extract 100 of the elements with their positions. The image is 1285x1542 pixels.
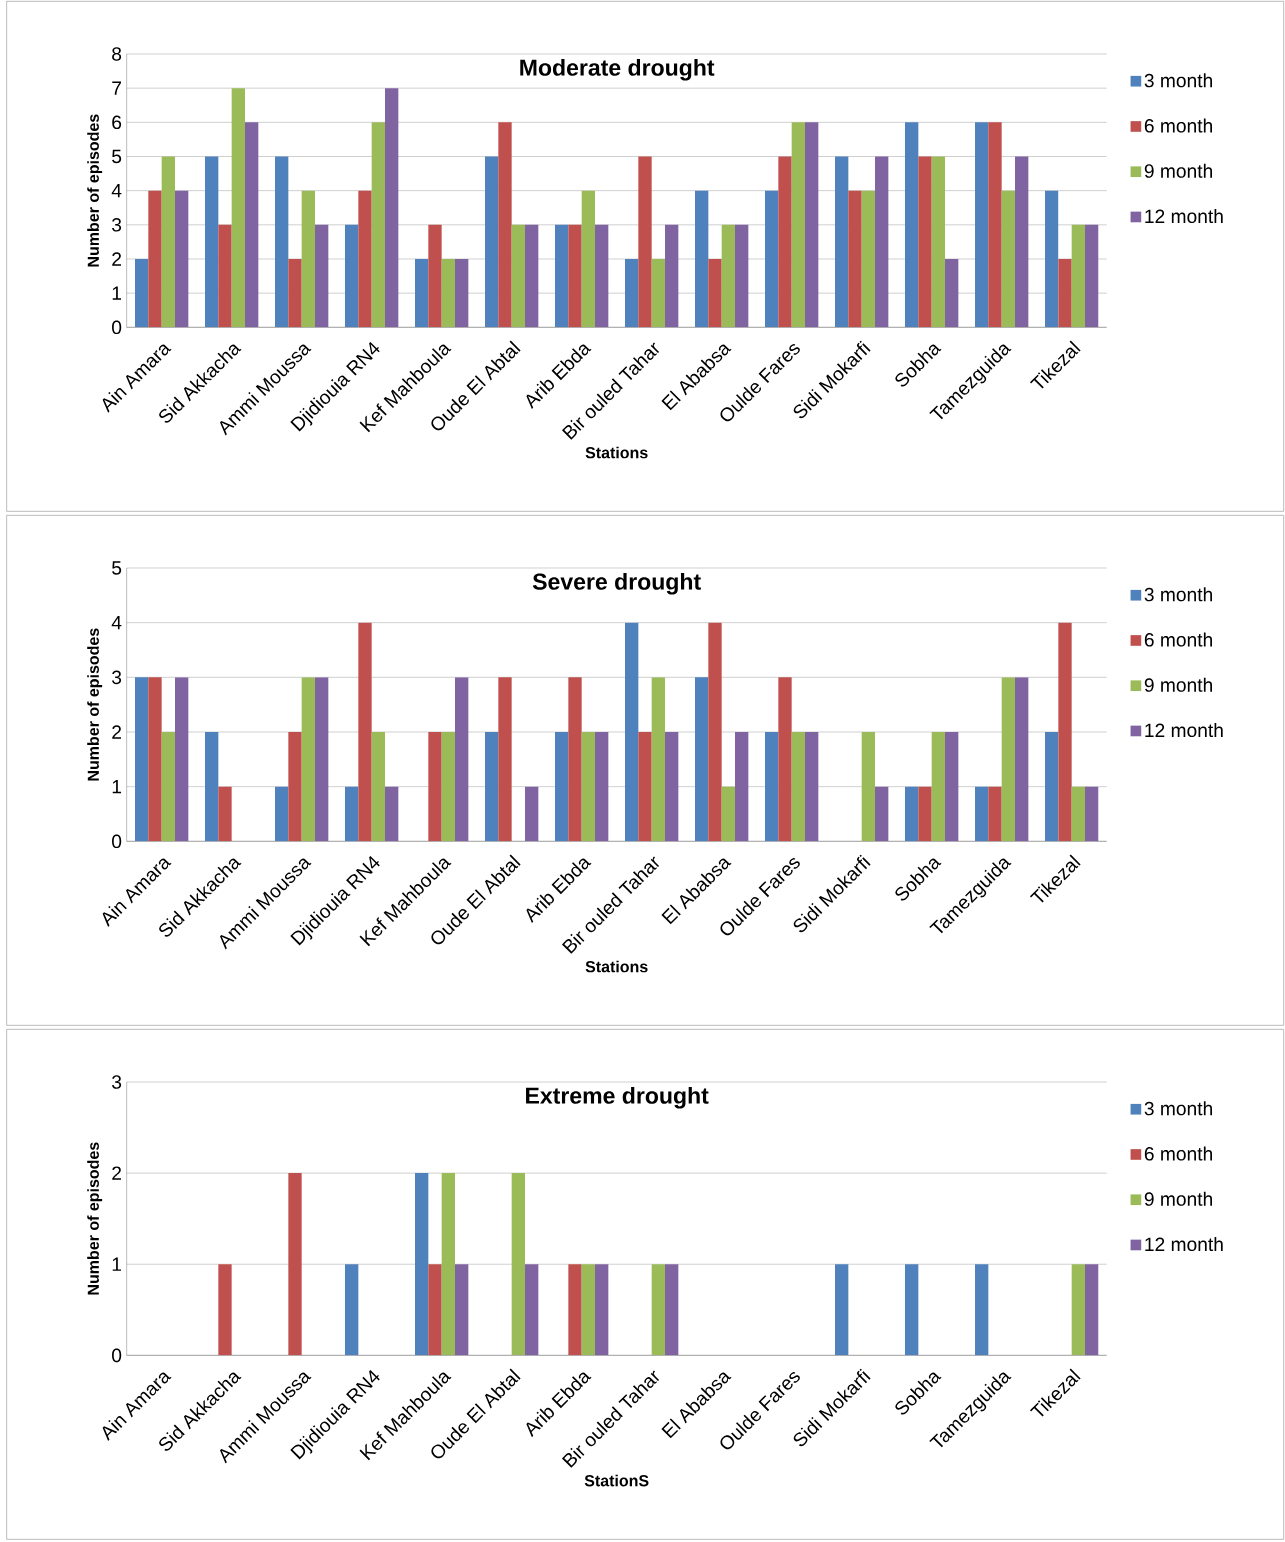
bar xyxy=(498,122,512,328)
bar xyxy=(708,258,722,328)
bar xyxy=(945,258,959,328)
legend-label: 12 month xyxy=(1145,1237,1223,1252)
bar xyxy=(695,190,709,328)
bar xyxy=(1015,156,1029,328)
y-tick-label: 7 xyxy=(112,81,121,95)
bar xyxy=(358,190,372,328)
legend-label: 3 month xyxy=(1144,587,1212,602)
y-tick-label: 0 xyxy=(112,320,122,335)
bar xyxy=(1085,224,1099,328)
y-tick-label: 1 xyxy=(112,780,122,794)
bar xyxy=(931,156,946,328)
y-tick-label: 6 xyxy=(112,115,122,130)
bar xyxy=(485,156,499,328)
bar xyxy=(581,731,596,842)
bar xyxy=(625,622,639,842)
bar xyxy=(205,156,219,328)
bar xyxy=(455,258,469,328)
bar xyxy=(428,731,442,842)
bar xyxy=(371,122,386,328)
legend-label: 6 month xyxy=(1144,118,1212,133)
bar xyxy=(665,731,679,842)
y-tick-label: 2 xyxy=(112,725,121,739)
bar xyxy=(708,622,722,842)
bar xyxy=(1071,224,1086,328)
bar xyxy=(805,122,819,328)
legend-label: 9 month xyxy=(1144,1191,1212,1206)
bar xyxy=(665,224,679,328)
bar xyxy=(161,731,175,842)
bar xyxy=(511,224,526,328)
bar xyxy=(638,156,652,328)
bar xyxy=(861,731,876,842)
legend-label: 12 month xyxy=(1145,209,1223,224)
x-axis-title: StationS xyxy=(584,1474,649,1487)
bar xyxy=(861,190,876,328)
legend-label: 9 month xyxy=(1144,677,1212,692)
bar xyxy=(1045,190,1059,328)
bar xyxy=(581,190,596,328)
bar xyxy=(765,731,779,842)
bar xyxy=(148,190,162,328)
bar xyxy=(1045,731,1059,842)
x-axis-title: Stations xyxy=(585,446,648,459)
y-tick-label: 3 xyxy=(112,670,122,685)
bar xyxy=(625,258,639,328)
bar xyxy=(905,786,919,842)
bar xyxy=(315,677,329,842)
bar xyxy=(301,677,315,842)
bar xyxy=(371,731,386,842)
bar xyxy=(595,224,609,328)
y-tick-label: 0 xyxy=(112,1348,122,1363)
bar xyxy=(735,731,749,842)
bar xyxy=(525,224,539,328)
bar xyxy=(525,786,539,842)
y-tick-label: 5 xyxy=(112,149,122,164)
bar xyxy=(735,224,749,328)
bar xyxy=(175,190,189,328)
bar xyxy=(275,156,289,328)
bar xyxy=(651,677,666,842)
bar xyxy=(288,258,302,328)
bar xyxy=(205,731,219,842)
bar xyxy=(275,786,289,842)
bar xyxy=(231,88,245,328)
bar xyxy=(695,677,709,842)
bar xyxy=(1085,786,1099,842)
bar xyxy=(301,190,315,328)
y-tick-label: 2 xyxy=(112,252,121,266)
bar xyxy=(135,258,149,328)
bar xyxy=(988,786,1002,842)
bar xyxy=(441,258,456,328)
bar xyxy=(595,731,609,842)
bar xyxy=(918,786,932,842)
bar xyxy=(905,122,919,328)
bar xyxy=(848,190,862,328)
y-tick-label: 1 xyxy=(112,286,122,300)
bar xyxy=(345,786,359,842)
x-axis-title: Stations xyxy=(585,960,648,973)
bar xyxy=(791,122,806,328)
bar xyxy=(721,224,736,328)
legend-label: 3 month xyxy=(1144,1101,1212,1116)
legend-label: 9 month xyxy=(1144,163,1212,178)
bar xyxy=(791,731,806,842)
bar xyxy=(975,122,989,328)
bar xyxy=(875,156,889,328)
bar xyxy=(345,224,359,328)
bar xyxy=(441,731,456,842)
y-tick-label: 4 xyxy=(111,184,122,198)
bar xyxy=(555,731,569,842)
y-axis-title: Number of episodes xyxy=(87,114,103,267)
chart-title: Moderate drought xyxy=(520,58,715,81)
bar xyxy=(455,677,469,842)
bar xyxy=(1071,786,1086,842)
bar xyxy=(638,731,652,842)
bar xyxy=(945,731,959,842)
bar xyxy=(315,224,329,328)
legend-label: 12 month xyxy=(1145,723,1223,738)
y-tick-label: 2 xyxy=(112,1166,121,1180)
bar xyxy=(765,190,779,328)
bar xyxy=(975,786,989,842)
y-tick-label: 4 xyxy=(111,616,122,630)
